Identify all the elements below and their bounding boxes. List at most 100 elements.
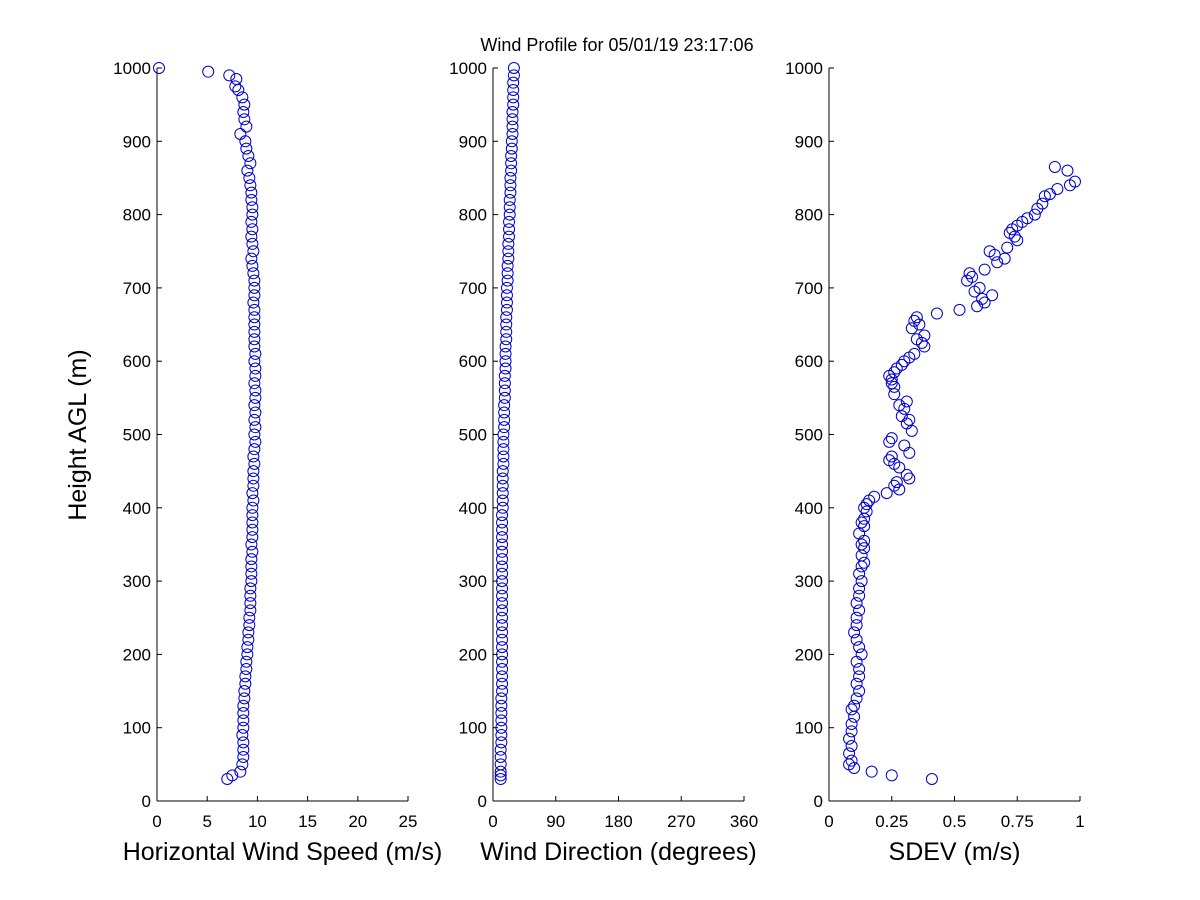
wind-speed-data-point [237,699,250,712]
wind-direction-data-point [496,516,509,529]
wind-speed-data-point [153,62,166,74]
wind-direction-data-point [495,721,508,734]
sdev-data-point [885,769,898,782]
wind-speed-data-point [244,597,257,610]
wind-speed-data-point [246,237,259,250]
sdev-data-point [850,619,863,632]
wind-direction-y-tick-label: 800 [459,206,487,225]
wind-direction-data-point [498,377,511,390]
wind-speed-data-point [247,245,260,258]
sdev-x-tick-label: 0.25 [875,812,908,831]
sdev-y-tick-label: 0 [814,792,823,811]
wind-direction-data-point [496,560,509,573]
sdev-data-point [915,336,928,349]
sdev-data-point [858,512,871,525]
wind-direction-data-point [507,69,520,82]
wind-direction-data-point [502,245,515,258]
wind-direction-x-tick-label: 90 [546,812,565,831]
wind-direction-x-tick-label: 0 [488,812,497,831]
wind-direction-data-point [506,127,519,140]
wind-speed-panel: 0 100 200 300 400 500 600 700 800 900 1000 0 5 10 15 20… [113,59,442,866]
wind-direction-data-point [500,325,513,338]
wind-speed-x-tick-label: 20 [348,812,367,831]
wind-direction-x-tick-label: 360 [730,812,758,831]
wind-direction-data-point [498,421,511,434]
wind-direction-data-point [497,435,510,448]
sdev-x-axis-label: SDEV (m/s) [889,838,1021,866]
wind-speed-x-axis-label: Horizontal Wind Speed (m/s) [123,838,443,866]
wind-speed-data-point [247,296,260,309]
wind-speed-data-point [236,91,249,104]
wind-speed-data-point [245,215,258,228]
wind-speed-y-tick-label: 800 [123,206,151,225]
sdev-data-point [853,527,866,540]
sdev-data-point [1043,188,1056,201]
wind-speed-data-point [240,142,253,155]
wind-direction-data-point [494,773,507,786]
wind-speed-data-point [241,164,254,177]
sdev-y-tick-label: 500 [795,426,823,445]
wind-speed-data-point [247,472,260,485]
wind-direction-y-tick-label: 700 [459,279,487,298]
wind-direction-data-point [502,237,515,250]
wind-speed-data-point [234,127,247,140]
wind-direction-data-point [500,311,513,324]
wind-direction-data-point [496,670,509,683]
wind-direction-data-point [498,369,511,382]
wind-direction-data-point [496,553,509,566]
wind-speed-y-tick-label: 700 [123,279,151,298]
sdev-data-point [860,498,873,511]
sdev-data-point [850,655,863,668]
wind-direction-data-point [496,538,509,551]
wind-speed-data-point [248,443,261,456]
wind-direction-data-point [500,318,513,331]
wind-direction-data-point [501,259,514,272]
sdev-data-point [853,685,866,698]
sdev-data-point [890,476,903,489]
sdev-data-point [968,285,981,298]
wind-direction-data-point [496,597,509,610]
sdev-data-point [1011,234,1024,247]
wind-speed-data-point [246,545,259,558]
wind-speed-data-point [248,289,261,302]
wind-speed-data-point [240,655,253,668]
wind-direction-x-tick-label: 270 [667,812,695,831]
sdev-data-point [843,747,856,760]
wind-speed-data-point [237,736,250,749]
wind-speed-y-tick-label: 600 [123,352,151,371]
wind-direction-data-point [498,413,511,426]
wind-speed-data-point [240,663,253,676]
wind-speed-data-point [238,113,251,126]
sdev-data-point [905,322,918,335]
sdev-data-point [845,740,858,753]
wind-direction-data-point [499,340,512,353]
sdev-data-point [858,520,871,533]
wind-direction-data-point [503,208,516,221]
wind-speed-data-point [246,259,259,272]
wind-speed-data-point [248,303,261,316]
wind-direction-data-point [499,362,512,375]
wind-direction-data-point [494,765,507,778]
wind-speed-data-point [242,149,255,162]
wind-speed-data-point [248,318,261,331]
wind-speed-data-point [239,670,252,683]
wind-speed-data-point [245,567,258,580]
sdev-data-point [853,567,866,580]
sdev-data-point [1048,160,1061,173]
sdev-data-point [888,380,901,393]
sdev-x-tick-label: 0.5 [943,812,967,831]
wind-direction-data-point [496,501,509,514]
wind-direction-x-axis-label: Wind Direction (degrees) [480,838,757,866]
sdev-data-point [961,274,974,287]
wind-speed-data-point [248,281,261,294]
sdev-y-tick-label: 600 [795,352,823,371]
sdev-y-tick-label: 300 [795,572,823,591]
wind-speed-data-point [248,413,261,426]
sdev-data-point [843,732,856,745]
wind-speed-data-point [248,355,261,368]
sdev-data-point [858,556,871,569]
wind-speed-data-point [246,201,259,214]
sdev-data-point [850,692,863,705]
wind-speed-data-point [244,582,257,595]
wind-speed-data-point [245,230,258,243]
